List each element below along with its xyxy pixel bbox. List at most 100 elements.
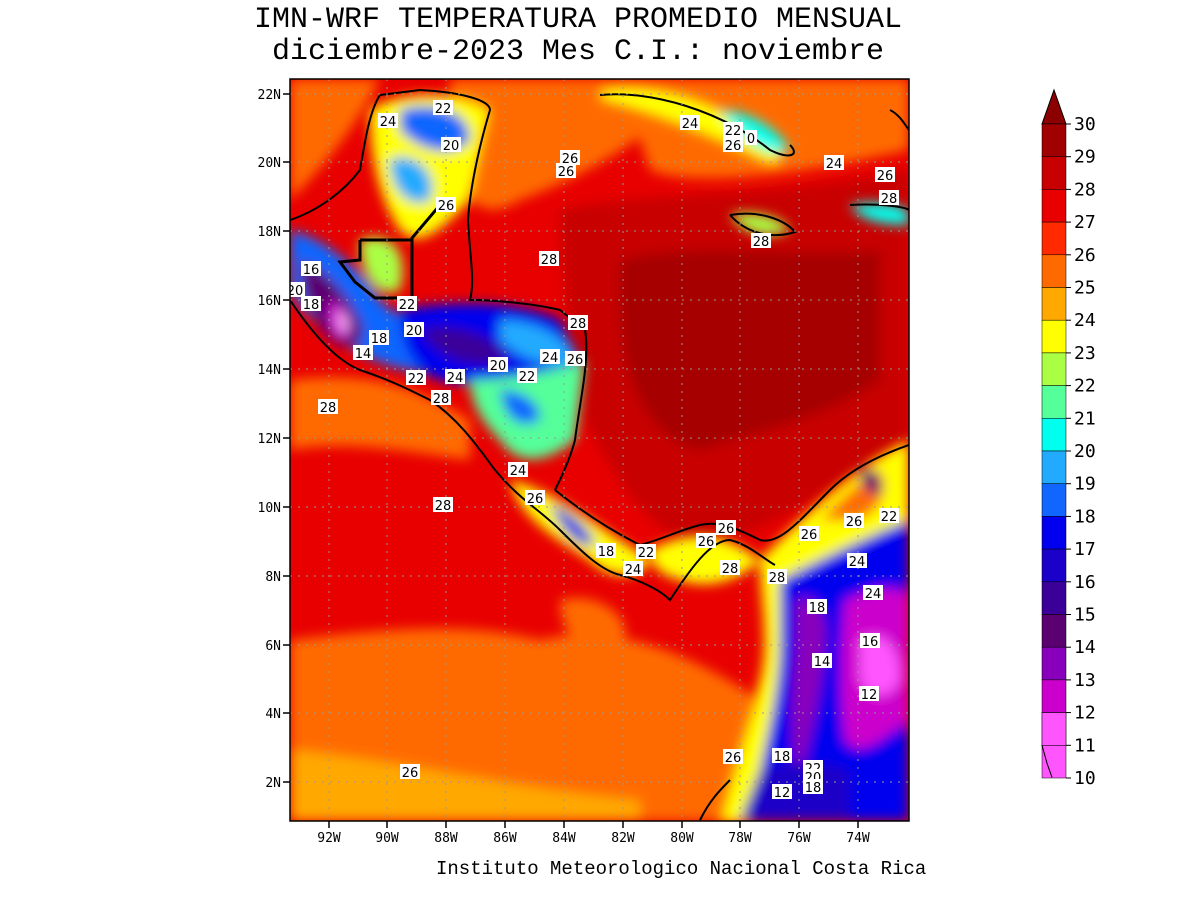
- contour-label: 18: [596, 543, 616, 560]
- lat-tick-label: 18N: [258, 225, 281, 240]
- contour-label: 20: [488, 357, 508, 374]
- contour-label: 18: [803, 779, 823, 796]
- land-temperature: [290, 87, 909, 821]
- svg-text:28: 28: [435, 499, 452, 514]
- contour-label: 26: [716, 520, 736, 537]
- colorbar-swatch: [1041, 123, 1067, 157]
- contour-label: 28: [318, 399, 338, 416]
- contour-label: 26: [844, 513, 864, 530]
- colorbar-level-label: 29: [1074, 147, 1096, 168]
- contour-label: 20: [290, 282, 305, 299]
- svg-text:22: 22: [881, 510, 898, 525]
- colorbar-level-label: 14: [1074, 637, 1096, 658]
- svg-text:26: 26: [527, 492, 544, 507]
- lon-tick-label: 78W: [728, 831, 752, 846]
- lat-tick-label: 4N: [265, 707, 281, 722]
- colorbar-level-label: 19: [1074, 474, 1096, 495]
- svg-text:28: 28: [881, 192, 898, 207]
- contour-label: 26: [565, 351, 585, 368]
- svg-text:28: 28: [541, 253, 558, 268]
- map-title-line-1: IMN-WRF TEMPERATURA PROMEDIO MENSUAL: [253, 3, 903, 37]
- contour-label: 24: [847, 553, 867, 570]
- svg-text:26: 26: [698, 535, 715, 550]
- colorbar-level-label: 12: [1074, 703, 1096, 724]
- svg-text:26: 26: [801, 528, 818, 543]
- lat-tick-label: 12N: [258, 432, 281, 447]
- lat-tick-label: 6N: [265, 639, 281, 654]
- colorbar-swatch: [1041, 385, 1067, 419]
- lat-tick-label: 14N: [258, 363, 281, 378]
- colorbar-level-label: 22: [1074, 376, 1096, 397]
- contour-label: 14: [353, 345, 373, 362]
- colorbar-swatch: [1041, 287, 1067, 321]
- lat-tick-label: 16N: [258, 294, 281, 309]
- contour-label: 20: [404, 322, 424, 339]
- colorbar-swatch: [1041, 646, 1067, 681]
- colorbar-level-label: 25: [1074, 278, 1096, 299]
- svg-text:22: 22: [725, 124, 742, 139]
- colorbar-swatch: [1041, 548, 1067, 583]
- svg-text:26: 26: [877, 169, 894, 184]
- contour-label: 28: [568, 315, 588, 332]
- svg-text:24: 24: [865, 587, 882, 602]
- lon-tick-label: 74W: [846, 831, 870, 846]
- latitude-axis: 2N 4N 6N 8N 10N 12N 14N 16N 18N 20N 22N: [258, 88, 290, 791]
- contour-label: 20: [441, 137, 461, 154]
- colorbar-swatch: [1041, 418, 1067, 452]
- contour-label: 22: [433, 100, 453, 117]
- svg-text:28: 28: [570, 317, 587, 332]
- colorbar-swatch: [1041, 254, 1067, 288]
- colorbar-level-label: 11: [1074, 735, 1096, 756]
- lon-tick-label: 90W: [375, 831, 399, 846]
- colorbar-level-label: 18: [1074, 506, 1096, 527]
- lon-tick-label: 88W: [434, 831, 458, 846]
- svg-text:26: 26: [725, 751, 742, 766]
- colorbar-swatch: [1041, 614, 1067, 648]
- contour-label: 22: [723, 122, 743, 139]
- contour-label: 24: [540, 349, 560, 366]
- svg-text:22: 22: [408, 372, 425, 387]
- colorbar-level-label: 10: [1074, 768, 1096, 789]
- svg-text:18: 18: [809, 601, 826, 616]
- svg-text:14: 14: [814, 655, 831, 670]
- contour-label: 28: [433, 497, 453, 514]
- svg-text:24: 24: [849, 555, 866, 570]
- contour-label: 24: [508, 462, 528, 479]
- lon-tick-label: 84W: [552, 831, 576, 846]
- colorbar-level-label: 15: [1074, 605, 1096, 626]
- svg-text:16: 16: [303, 263, 320, 278]
- svg-text:22: 22: [638, 546, 655, 561]
- svg-text:26: 26: [567, 353, 584, 368]
- contour-label: 18: [807, 599, 827, 616]
- contour-label: 12: [859, 686, 879, 703]
- colorbar-level-label: 28: [1074, 179, 1096, 200]
- contour-label: 28: [879, 190, 899, 207]
- contour-label: 22: [517, 368, 537, 385]
- svg-text:26: 26: [725, 139, 742, 154]
- svg-text:26: 26: [846, 515, 863, 530]
- contour-label: 28: [431, 390, 451, 407]
- colorbar-level-label: 26: [1074, 245, 1096, 266]
- contour-label: 22: [397, 296, 417, 313]
- svg-text:16: 16: [862, 635, 879, 650]
- svg-text:26: 26: [402, 766, 419, 781]
- contour-label: 26: [723, 749, 743, 766]
- lat-tick-label: 8N: [265, 570, 281, 585]
- colorbar-level-label: 16: [1074, 572, 1096, 593]
- svg-text:22: 22: [435, 102, 452, 117]
- svg-text:24: 24: [682, 117, 699, 132]
- svg-text:12: 12: [861, 688, 878, 703]
- contour-label: 22: [636, 544, 656, 561]
- colorbar-swatch: [1041, 319, 1067, 354]
- svg-text:18: 18: [598, 545, 615, 560]
- contour-label: 24: [445, 369, 465, 386]
- lat-tick-label: 2N: [265, 776, 281, 791]
- contour-label: 24: [824, 155, 844, 172]
- svg-text:28: 28: [753, 235, 770, 250]
- colorbar-level-label: 13: [1074, 670, 1096, 691]
- svg-text:20: 20: [406, 324, 423, 339]
- colorbar-bottom-arrow: [1041, 745, 1053, 778]
- svg-text:22: 22: [519, 370, 536, 385]
